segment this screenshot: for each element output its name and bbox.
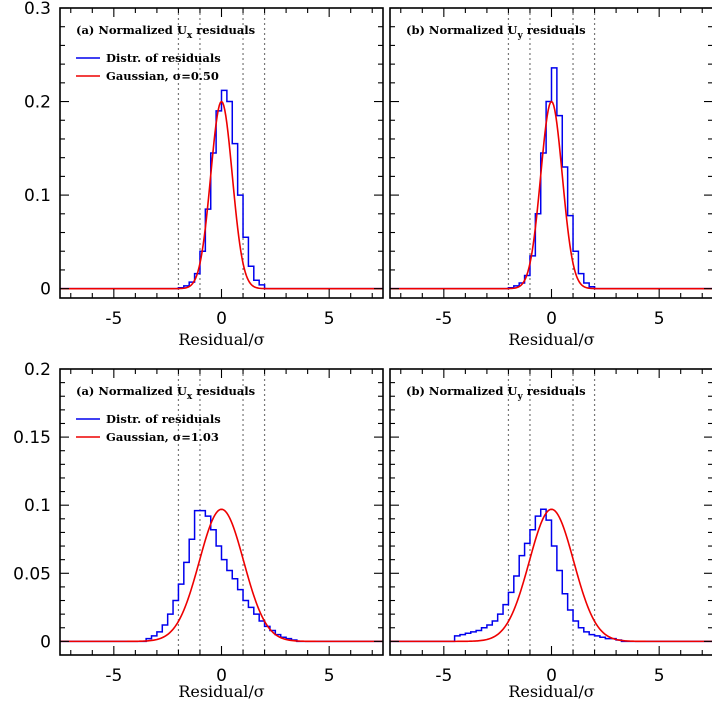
gaussian-curve — [60, 100, 383, 290]
plot-area — [60, 8, 383, 298]
plot-area — [390, 8, 712, 298]
panel-title: (b) Normalized Uy residuals — [406, 384, 586, 402]
y-tick-label: 0 — [40, 280, 51, 300]
legend-label-histogram: Distr. of residuals — [106, 412, 221, 426]
x-axis-label: Residual/σ — [178, 330, 264, 349]
y-tick-label: 0.1 — [24, 496, 51, 516]
plot-area — [390, 369, 712, 655]
x-axis-label: Residual/σ — [178, 682, 264, 701]
histogram-series — [60, 89, 383, 290]
legend-label-gaussian: Gaussian, σ=1.03 — [106, 430, 219, 444]
x-tick-label: 0 — [546, 666, 557, 686]
gaussian-curve — [390, 100, 712, 290]
gaussian-curve — [390, 508, 712, 643]
x-tick-label: -5 — [105, 666, 122, 686]
legend-label-gaussian: Gaussian, σ=0.50 — [106, 69, 219, 83]
y-tick-label: 0.2 — [24, 93, 51, 113]
x-tick-label: 5 — [324, 666, 335, 686]
panel-bottom-right: -5 0 5 Residual/σ (b) Normalized Uy residual… — [389, 368, 712, 701]
legend: Distr. of residuals Gaussian, σ=0.50 — [76, 51, 221, 83]
y-tick-label: 0.1 — [24, 186, 51, 206]
y-tick-label: 0.2 — [24, 360, 51, 380]
plot-frame — [389, 368, 712, 656]
plot-frame — [389, 7, 712, 299]
panel-bottom-left: -5 0 5 0 0.05 0.1 0.15 0.2 Residual/σ (a) Normali… — [13, 360, 384, 701]
x-tick-label: 0 — [546, 309, 557, 329]
x-tick-label: 5 — [654, 666, 665, 686]
y-tick-label: 0.05 — [13, 564, 51, 584]
histogram-series — [390, 508, 712, 643]
panel-title: (b) Normalized Uy residuals — [406, 23, 586, 41]
panel-top-left: -5 0 5 0 0.1 0.2 0.3 Residual/σ (a) Normalized U… — [24, 0, 384, 349]
y-tick-label: 0.3 — [24, 0, 51, 19]
x-tick-label: 5 — [654, 309, 665, 329]
x-tick-label: -5 — [435, 309, 452, 329]
x-tick-label: -5 — [435, 666, 452, 686]
x-axis-label: Residual/σ — [508, 330, 594, 349]
y-tick-label: 0.15 — [13, 428, 51, 448]
panel-title: (a) Normalized Ux residuals — [76, 23, 255, 41]
x-tick-label: -5 — [105, 309, 122, 329]
gaussian-curve — [60, 508, 383, 643]
x-axis-label: Residual/σ — [508, 682, 594, 701]
x-tick-label: 0 — [216, 666, 227, 686]
plot-area — [60, 369, 383, 655]
x-tick-label: 5 — [324, 309, 335, 329]
panel-top-right: -5 0 5 Residual/σ (b) Normalized Uy residual… — [389, 7, 712, 349]
histogram-series — [390, 67, 712, 290]
legend-label-histogram: Distr. of residuals — [106, 51, 221, 65]
x-tick-label: 0 — [216, 309, 227, 329]
histogram-series — [60, 509, 383, 643]
panel-title: (a) Normalized Ux residuals — [76, 384, 255, 402]
legend: Distr. of residuals Gaussian, σ=1.03 — [76, 412, 221, 444]
y-tick-label: 0 — [40, 632, 51, 652]
